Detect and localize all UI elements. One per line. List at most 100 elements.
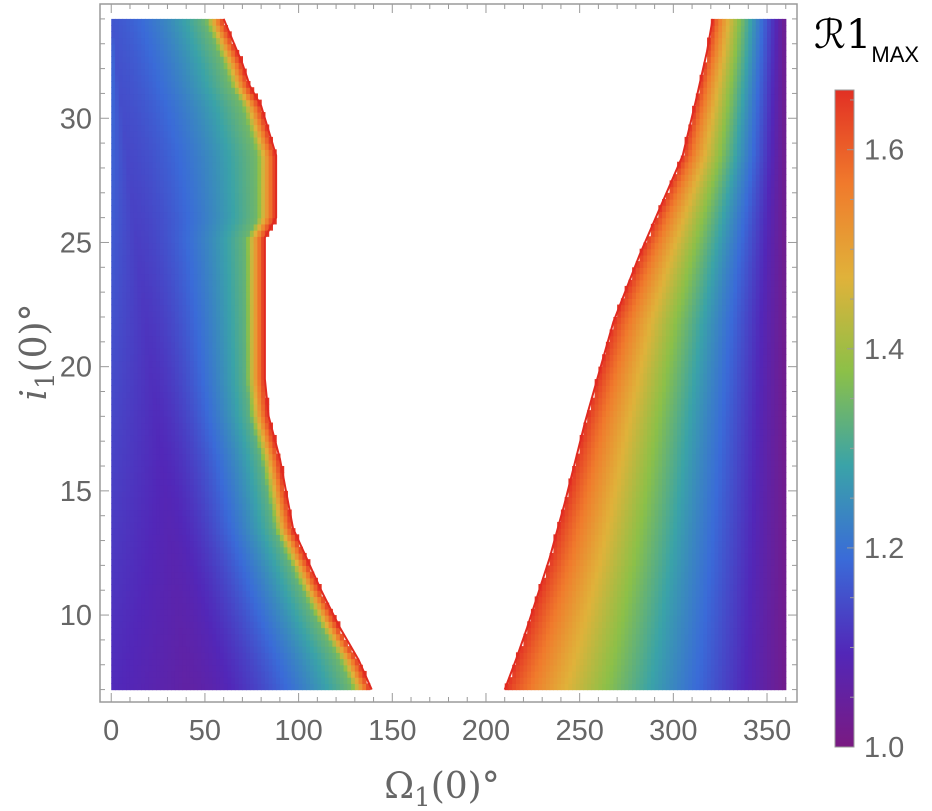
heatmap-cell — [238, 646, 243, 653]
heatmap-cell — [748, 459, 753, 467]
heatmap-cell — [635, 515, 641, 523]
heatmap-cell — [148, 478, 154, 486]
heatmap-cell — [718, 434, 723, 442]
heatmap-cell — [114, 478, 120, 486]
heatmap-cell — [613, 466, 618, 473]
heatmap-cell — [354, 677, 360, 684]
heatmap-cell — [733, 627, 738, 635]
heatmap-cell — [144, 459, 150, 467]
heatmap-cell — [699, 559, 704, 566]
heatmap-cell — [673, 571, 678, 579]
heatmap-cell — [336, 633, 341, 641]
heatmap-cell — [740, 565, 746, 573]
heatmap-cell — [628, 528, 633, 535]
heatmap-cell — [755, 509, 761, 517]
heatmap-cell — [283, 627, 288, 635]
heatmap-cell — [778, 546, 783, 554]
heatmap-cell — [632, 441, 637, 448]
heatmap-cell — [253, 670, 258, 678]
heatmap-cell — [590, 552, 596, 560]
heatmap-cell — [302, 639, 307, 647]
heatmap-cell — [774, 434, 779, 442]
heatmap-cell — [178, 571, 184, 579]
heatmap-cell — [718, 565, 723, 573]
heatmap-cell — [680, 677, 686, 684]
heatmap-cell — [197, 584, 202, 591]
heatmap-cell — [238, 466, 243, 473]
heatmap-cell — [246, 447, 251, 455]
heatmap-cell — [602, 621, 607, 629]
heatmap-cell — [658, 484, 663, 492]
heatmap-cell — [542, 652, 547, 660]
heatmap-cell — [767, 602, 772, 610]
heatmap-cell — [632, 559, 637, 566]
heatmap-cell — [654, 428, 659, 436]
heatmap-cell — [590, 602, 596, 610]
heatmap-cell — [141, 627, 146, 635]
heatmap-cell — [729, 459, 734, 467]
heatmap-cell — [748, 590, 753, 598]
heatmap-cell — [156, 509, 161, 517]
heatmap-cell — [534, 633, 540, 641]
heatmap-cell — [692, 546, 697, 554]
heatmap-cell — [276, 484, 281, 492]
heatmap-cell — [167, 639, 172, 647]
heatmap-cell — [321, 658, 326, 666]
heatmap-cell — [111, 552, 116, 560]
heatmap-cell — [669, 466, 674, 473]
heatmap-cell — [759, 683, 764, 691]
heatmap-cell — [564, 552, 570, 560]
heatmap-cell — [238, 559, 243, 566]
heatmap-cell — [575, 571, 581, 579]
heatmap-cell — [283, 528, 288, 535]
heatmap-cell — [141, 459, 146, 467]
heatmap-cell — [238, 602, 243, 610]
heatmap-cell — [755, 515, 761, 523]
heatmap-cell — [692, 447, 697, 455]
heatmap-cell — [744, 546, 749, 554]
heatmap-cell — [189, 534, 195, 542]
heatmap-cell — [632, 596, 637, 604]
heatmap-cell — [740, 466, 746, 473]
heatmap-cell — [553, 559, 558, 566]
heatmap-cell — [231, 441, 236, 448]
heatmap-cell — [737, 503, 742, 511]
heatmap-cell — [748, 534, 753, 542]
heatmap-cell — [137, 497, 142, 504]
heatmap-cell — [744, 478, 749, 486]
heatmap-cell — [339, 646, 345, 653]
heatmap-cell — [695, 565, 701, 573]
heatmap-cell — [186, 490, 191, 498]
heatmap-cell — [632, 627, 637, 635]
heatmap-cell — [549, 652, 555, 660]
heatmap-cell — [703, 453, 708, 461]
heatmap-cell — [617, 484, 622, 492]
heatmap-cell — [733, 683, 738, 691]
heatmap-cell — [587, 503, 592, 511]
heatmap-cell — [504, 683, 510, 691]
heatmap-cell — [710, 683, 716, 691]
heatmap-cell — [227, 590, 232, 598]
heatmap-cell — [527, 677, 532, 684]
heatmap-cell — [144, 677, 150, 684]
heatmap-cell — [699, 466, 704, 473]
heatmap-cell — [590, 478, 596, 486]
heatmap-cell — [519, 646, 525, 653]
heatmap-cell — [744, 528, 749, 535]
heatmap-cell — [212, 565, 217, 573]
heatmap-cell — [133, 503, 139, 511]
heatmap-cell — [609, 621, 614, 629]
heatmap-cell — [602, 670, 607, 678]
heatmap-cell — [602, 472, 607, 480]
heatmap-cell — [654, 639, 659, 647]
heatmap-cell — [699, 441, 704, 448]
heatmap-cell — [197, 565, 202, 573]
heatmap-cell — [632, 528, 637, 535]
heatmap-cell — [662, 453, 667, 461]
heatmap-cell — [294, 590, 300, 598]
heatmap-cell — [201, 596, 206, 604]
heatmap-cell — [227, 515, 232, 523]
heatmap-cell — [133, 540, 139, 548]
heatmap-cell — [598, 515, 603, 523]
heatmap-cell — [246, 621, 251, 629]
